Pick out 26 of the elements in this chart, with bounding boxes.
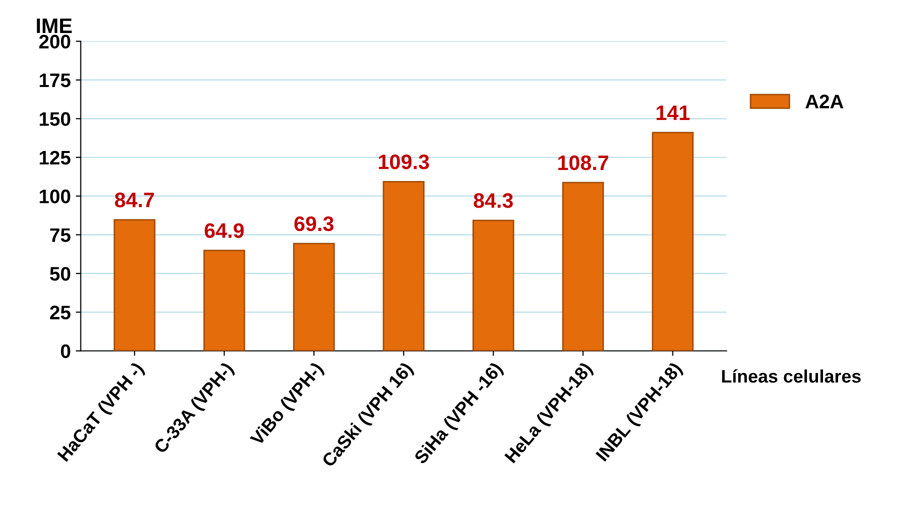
bar bbox=[114, 219, 156, 351]
data-label: 69.3 bbox=[294, 216, 334, 232]
data-label: 108.7 bbox=[558, 155, 608, 170]
y-tick-label: 125 bbox=[40, 150, 70, 165]
y-tick-label: 0 bbox=[60, 344, 70, 358]
data-label: 64.9 bbox=[204, 223, 244, 238]
data-label: 109.3 bbox=[378, 154, 429, 170]
y-tick-label: 175 bbox=[40, 74, 70, 88]
y-tick-label: 100 bbox=[40, 190, 70, 204]
data-label: 84.3 bbox=[474, 193, 513, 208]
bar bbox=[472, 220, 514, 351]
x-axis-title: Líneas celulares bbox=[722, 369, 861, 383]
bar bbox=[652, 132, 694, 351]
data-label: 84.7 bbox=[114, 192, 154, 208]
data-label: 141 bbox=[656, 106, 690, 120]
y-tick-label: 200 bbox=[39, 34, 70, 49]
y-tick-label: 150 bbox=[40, 112, 70, 126]
legend-label: A2A bbox=[805, 94, 844, 108]
bar bbox=[203, 250, 246, 351]
y-tick-label: 25 bbox=[50, 306, 70, 320]
y-axis-title: IME bbox=[36, 18, 72, 33]
y-tick-label: 50 bbox=[50, 266, 70, 281]
bar bbox=[382, 180, 425, 351]
bar bbox=[562, 182, 604, 351]
y-tick-label: 75 bbox=[50, 228, 70, 242]
bar bbox=[293, 242, 335, 351]
